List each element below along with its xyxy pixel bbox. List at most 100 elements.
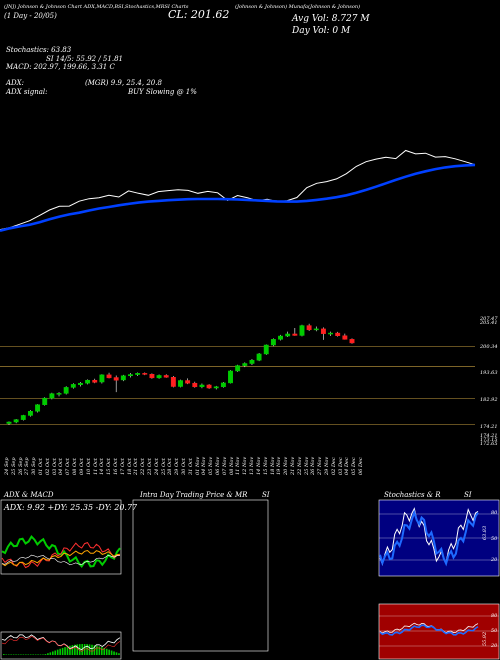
candle-body <box>335 332 341 336</box>
macd-bar <box>59 648 61 655</box>
candle-33 <box>242 362 248 368</box>
stoch-value: 63.83 <box>482 525 489 541</box>
adx-line <box>1 549 121 567</box>
intraday-panel-frame <box>132 499 269 652</box>
candle-9 <box>70 383 76 389</box>
macd-bar <box>88 644 91 655</box>
mrsi-level-80: 80 <box>491 613 498 619</box>
stochastics-readout: Stochastics: 63.83 <box>6 46 72 54</box>
candle-body <box>56 393 62 395</box>
candle-1 <box>13 419 19 424</box>
macd-bar <box>113 651 115 655</box>
candle-body <box>292 333 298 336</box>
candle-body <box>85 379 91 384</box>
candle-body <box>213 386 219 389</box>
macd-bar <box>25 654 27 655</box>
candle-17 <box>128 373 133 378</box>
price-axis-label: 205.41 <box>480 320 498 326</box>
candle-body <box>342 335 348 340</box>
macd-bar <box>3 654 5 655</box>
candle-13 <box>99 374 105 384</box>
intraday-title: Intra Day Trading Price & MR <box>140 491 248 499</box>
macd-bar <box>71 645 74 655</box>
candle-body <box>78 382 83 385</box>
macd-bar <box>5 654 8 655</box>
macd-bar <box>98 646 101 655</box>
macd-bar <box>49 652 52 655</box>
candle-34 <box>249 359 255 365</box>
candle-46 <box>335 331 341 337</box>
macd-signal <box>1 635 121 652</box>
candle-32 <box>235 364 241 372</box>
macd-bar <box>39 654 42 655</box>
stoch-k <box>379 507 479 566</box>
stoch-level-20: 20 <box>491 557 498 563</box>
macd-readout: MACD: 202.97, 199.66, 3.31 C <box>6 63 115 71</box>
candle-0 <box>6 421 12 425</box>
candle-12 <box>92 378 98 384</box>
price-axis-label: 173.15 <box>480 437 498 443</box>
adx-macd-title: ADX & MACD <box>4 491 54 499</box>
price-axis-label: 172.65 <box>480 441 498 447</box>
candle-body <box>306 325 312 331</box>
candle-21 <box>156 374 162 379</box>
macd-bar <box>86 644 88 655</box>
candle-23 <box>170 376 176 388</box>
price-axis-label: 207.47 <box>480 316 498 322</box>
macd-bar <box>105 648 108 655</box>
candle-38 <box>278 334 283 341</box>
candle-body <box>206 384 212 389</box>
candle-body <box>106 374 112 379</box>
candle-7 <box>56 392 62 397</box>
candle-body <box>113 377 119 381</box>
macd-bar <box>61 647 64 655</box>
macd-bar <box>32 654 34 655</box>
candle-body <box>70 384 76 388</box>
candle-35 <box>256 353 262 362</box>
candle-48 <box>349 338 355 344</box>
price-gridlines <box>0 346 475 425</box>
macd-bar <box>27 654 30 655</box>
macd-histogram <box>1 634 121 655</box>
candle-16 <box>120 374 126 382</box>
candle-body <box>349 339 355 344</box>
price-line <box>0 149 476 231</box>
candle-body <box>149 374 155 379</box>
macd-bar <box>34 654 37 655</box>
adx-values: ADX: 9.92 +DY: 25.35 -DY: 20.77 <box>4 503 138 512</box>
candle-41 <box>299 324 305 337</box>
candle-body <box>6 421 12 424</box>
range-line: (1 Day - 20/05) <box>4 12 57 20</box>
macd-bar <box>15 654 17 655</box>
intraday-si: SI <box>262 491 270 499</box>
candle-28 <box>206 384 212 389</box>
macd-bar <box>17 654 20 655</box>
candle-body <box>299 325 305 336</box>
macd-bar <box>64 647 66 655</box>
candle-26 <box>192 381 198 388</box>
candle-body <box>185 380 191 384</box>
si-readout: SI 14/5: 55.92 / 51.81 <box>46 55 123 63</box>
candle-14 <box>106 372 112 379</box>
macd-bar <box>69 645 71 655</box>
stoch-level-50: 50 <box>491 536 498 542</box>
mrsi-value: 55.92 <box>482 631 489 647</box>
candle-25 <box>185 378 191 385</box>
candle-body <box>192 382 198 388</box>
candle-47 <box>342 333 348 340</box>
macd-bar <box>20 654 22 655</box>
candle-body <box>178 380 183 387</box>
candle-body <box>92 379 98 383</box>
candle-body <box>42 397 48 405</box>
macd-bar <box>83 644 86 655</box>
candle-body <box>170 376 176 387</box>
candle-body <box>156 375 162 379</box>
candle-body <box>270 339 276 346</box>
mrsi-panel-frame <box>378 603 500 660</box>
candle-body <box>285 333 291 337</box>
macd-bar <box>108 649 110 655</box>
candlesticks <box>6 323 355 425</box>
stoch-d <box>379 509 479 567</box>
candle-18 <box>135 372 141 377</box>
